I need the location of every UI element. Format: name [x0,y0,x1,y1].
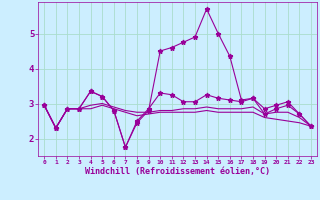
X-axis label: Windchill (Refroidissement éolien,°C): Windchill (Refroidissement éolien,°C) [85,167,270,176]
